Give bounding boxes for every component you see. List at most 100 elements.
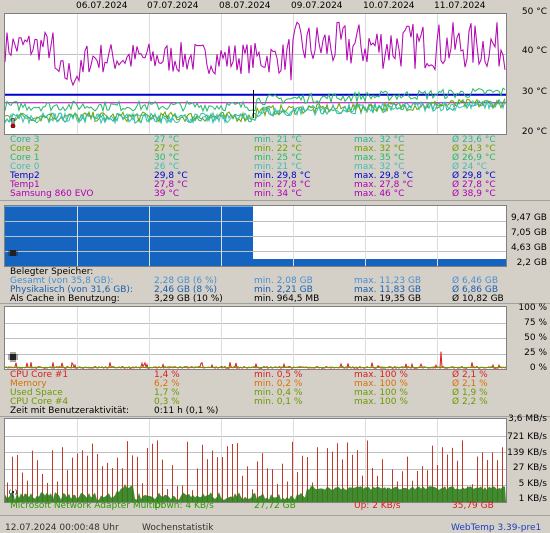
legend-avg: Ø 6,46 GB [452, 276, 498, 286]
legend-max: max. 32 °C [354, 144, 405, 154]
legend-name: Samsung 860 EVO [10, 189, 94, 199]
legend-current: 30 °C [154, 153, 180, 163]
legend-max: max. 11,83 GB [354, 285, 422, 295]
legend-name: Gesamt (von 35,8 GB): [10, 276, 114, 286]
legend-avg: Ø 27,8 °C [452, 180, 496, 190]
legend-name: Als Cache in Benutzung: [10, 294, 120, 304]
legend-max: max. 100 % [354, 370, 408, 380]
mem-axis-label: 7,05 GB [510, 228, 547, 238]
series-core-2 [4, 98, 506, 124]
network-graph-canvas [5, 419, 506, 502]
thermometer-icon [10, 118, 16, 128]
net-axis-label: 27 KB/s [512, 463, 547, 473]
memory-graph-canvas [5, 206, 506, 266]
net-axis-label: 3,6 MB/s [508, 414, 547, 424]
legend-avg: Ø 38,9 °C [452, 189, 496, 199]
activity-label: Zeit mit Benutzeraktivität: [10, 406, 130, 416]
legend-min: min. 0,1 % [254, 397, 303, 407]
legend-max: max. 32 °C [354, 162, 405, 172]
legend-avg: Ø 2,1 % [452, 379, 488, 389]
memory-header: Belegter Speicher: [10, 267, 94, 277]
legend-avg: Ø 10,82 GB [452, 294, 504, 304]
legend-min: min. 964,5 MB [254, 294, 320, 304]
cpu-axis-label: 75 % [524, 318, 547, 328]
legend-avg: Ø 24 °C [452, 162, 488, 172]
series-core-1 [4, 87, 506, 113]
legend-name: Core 3 [10, 135, 40, 145]
net-axis-label: 1 KB/s [518, 494, 547, 504]
memory-graph [4, 205, 507, 267]
series-core-3 [4, 98, 506, 125]
legend-name: Physikalisch (von 31,6 GB): [10, 285, 133, 295]
legend-name: Core 2 [10, 144, 40, 154]
legend-current: 6,2 % [154, 379, 180, 389]
net-axis-label: 5 KB/s [518, 479, 547, 489]
legend-min: min. 34 °C [254, 189, 302, 199]
legend-max: max. 11,23 GB [354, 276, 422, 286]
legend-avg: Ø 26,9 °C [452, 153, 496, 163]
legend-max: max. 100 % [354, 379, 408, 389]
temp-axis-label: 30 °C [521, 87, 547, 97]
legend-name: Used Space [10, 388, 63, 398]
legend-current: 0,3 % [154, 397, 180, 407]
legend-min: min. 21 °C [254, 135, 302, 145]
legend-min: min. 0,4 % [254, 388, 303, 398]
network-down-rate: Down: 4 KB/s [154, 501, 214, 511]
cpu-axis-label: 100 % [518, 303, 547, 313]
legend-current: 27 °C [154, 144, 180, 154]
section-divider [0, 303, 550, 304]
temperature-graph [4, 13, 507, 135]
legend-name: CPU Core #4 [10, 397, 69, 407]
legend-min: min. 27,8 °C [254, 180, 311, 190]
legend-avg: Ø 2,1 % [452, 370, 488, 380]
section-divider [0, 200, 550, 201]
legend-min: min. 2,08 GB [254, 276, 313, 286]
legend-avg: Ø 24,3 °C [452, 144, 496, 154]
legend-max: max. 19,35 GB [354, 294, 422, 304]
series-samsung-860-evo [4, 21, 506, 87]
legend-min: min. 2,21 GB [254, 285, 313, 295]
legend-max: max. 27,8 °C [354, 180, 414, 190]
legend-avg: Ø 29,8 °C [452, 171, 496, 181]
legend-current: 3,29 GB (10 %) [154, 294, 223, 304]
cpu-axis-label: 25 % [524, 348, 547, 358]
temp-axis-label: 20 °C [521, 127, 547, 137]
legend-current: 39 °C [154, 189, 180, 199]
mem-axis-label: 9,47 GB [510, 213, 547, 223]
legend-min: min. 25 °C [254, 153, 302, 163]
legend-current: 1,4 % [154, 370, 180, 380]
legend-current: 2,46 GB (8 %) [154, 285, 218, 295]
network-antenna-icon [9, 489, 17, 497]
cpu-graph [4, 306, 507, 370]
cpu-graph-canvas [4, 307, 507, 370]
legend-max: max. 100 % [354, 388, 408, 398]
memory-chip-icon [8, 250, 18, 256]
legend-current: 1,7 % [154, 388, 180, 398]
network-up-rate: Up: 2 KB/s [354, 501, 401, 511]
status-version[interactable]: WebTemp 3.39-pre1 [451, 523, 542, 533]
mem-axis-label: 4,63 GB [510, 243, 547, 253]
legend-avg: Ø 1,9 % [452, 388, 488, 398]
temp-axis-label: 40 °C [521, 46, 547, 56]
date-label: 07.07.2024 [147, 1, 199, 11]
network-adapter-name: Microsoft Network Adapter Multipl [10, 501, 164, 511]
legend-current: 27 °C [154, 135, 180, 145]
network-down-total: 27,72 GB [254, 501, 296, 511]
legend-current: 26 °C [154, 162, 180, 172]
temperature-graph-canvas [4, 14, 506, 134]
legend-min: min. 0,5 % [254, 370, 303, 380]
series-memory-used [253, 259, 506, 266]
legend-current: 29,8 °C [154, 171, 188, 181]
status-bar: 12.07.2024 00:00:48 Uhr Wochenstatistik … [0, 519, 550, 533]
cpu-axis-label: 0 % [529, 363, 547, 373]
date-label: 10.07.2024 [363, 1, 415, 11]
legend-min: min. 21 °C [254, 162, 302, 172]
legend-avg: Ø 23,6 °C [452, 135, 496, 145]
legend-max: max. 46 °C [354, 189, 405, 199]
status-mode: Wochenstatistik [142, 523, 214, 533]
legend-max: max. 35 °C [354, 153, 405, 163]
legend-min: min. 22 °C [254, 144, 302, 154]
legend-min: min. 29,8 °C [254, 171, 311, 181]
legend-avg: Ø 6,86 GB [452, 285, 498, 295]
legend-max: max. 29,8 °C [354, 171, 414, 181]
